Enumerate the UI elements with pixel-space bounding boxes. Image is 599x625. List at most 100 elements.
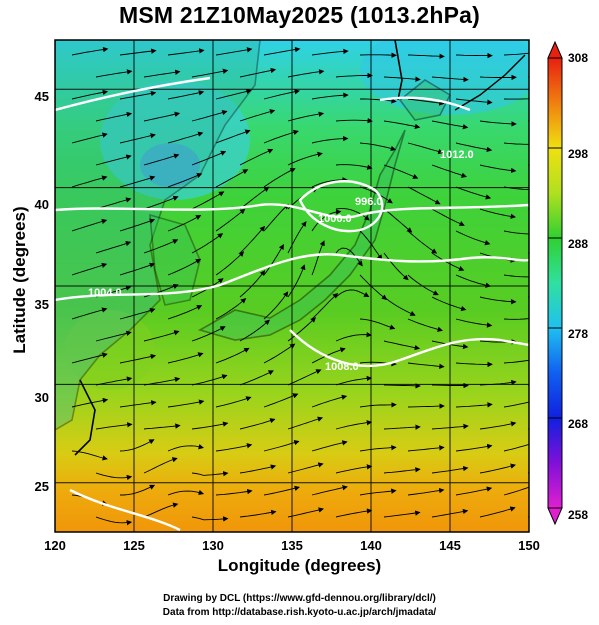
streamline	[71, 450, 108, 461]
streamline	[239, 370, 274, 386]
streamline	[407, 53, 445, 59]
streamline	[383, 252, 409, 281]
streamline	[455, 274, 491, 288]
streamline	[311, 394, 348, 408]
contour-label: 1000.0	[318, 213, 352, 225]
isobar-northeast	[379, 96, 471, 112]
streamline	[167, 444, 204, 452]
streamline	[383, 510, 421, 518]
x-tick-label: 120	[44, 538, 66, 553]
streamline	[335, 208, 370, 221]
streamline	[167, 489, 205, 496]
streamline	[167, 399, 205, 408]
colorbar-max-arrow	[547, 40, 563, 59]
streamline	[455, 318, 493, 328]
streamline	[455, 52, 493, 59]
streamline	[215, 298, 247, 320]
streamline	[191, 110, 228, 122]
streamline	[335, 117, 373, 124]
contour-label: 996.0	[355, 196, 383, 208]
contour-label: 1004.0	[88, 287, 122, 299]
streamline	[335, 247, 363, 267]
streamline	[407, 445, 445, 452]
streamline	[431, 423, 469, 430]
korea-peninsula	[149, 213, 201, 306]
streamline	[191, 150, 227, 166]
streamline	[167, 48, 205, 56]
streamline	[143, 457, 178, 474]
plot-frame	[54, 39, 530, 533]
streamline	[503, 274, 529, 278]
streamline	[431, 296, 467, 312]
streamline	[167, 90, 205, 100]
streamline	[311, 485, 348, 496]
streamline	[431, 465, 469, 474]
isobar-low	[298, 180, 384, 233]
streamline	[479, 164, 517, 174]
streamline	[431, 164, 467, 178]
streamline	[311, 177, 348, 188]
streamline	[359, 230, 383, 261]
streamline	[215, 88, 252, 100]
streamline	[143, 376, 181, 386]
streamline	[239, 270, 266, 298]
streamline	[143, 330, 180, 342]
credit-drawing: Drawing by DCL (https://www.gfd-dennou.o…	[163, 593, 436, 604]
streamline	[311, 347, 346, 364]
pressure-contours	[55, 76, 529, 532]
streamline	[383, 340, 421, 351]
streamline	[479, 208, 516, 220]
streamline	[455, 361, 493, 368]
streamline	[215, 251, 245, 276]
streamline	[287, 69, 325, 78]
streamline	[383, 467, 421, 474]
x-tick-label: 125	[123, 538, 145, 553]
streamline	[311, 240, 325, 276]
streamline	[71, 89, 109, 100]
streamline	[95, 111, 133, 122]
contour-label: 1008.0	[325, 361, 359, 373]
streamline	[263, 46, 301, 56]
streamline	[239, 464, 277, 474]
streamline	[311, 48, 349, 56]
colorbar-body	[547, 57, 563, 509]
streamline	[431, 382, 469, 389]
streamline	[95, 422, 133, 430]
streamline	[71, 46, 109, 56]
streamline	[455, 98, 493, 105]
streamline	[479, 463, 516, 474]
streamline	[407, 274, 439, 296]
colorbar-tick-label: 308	[568, 51, 588, 65]
streamline	[479, 296, 517, 305]
streamline	[503, 318, 529, 320]
streamline	[239, 148, 274, 166]
streamline	[287, 317, 317, 342]
streamline	[479, 74, 517, 81]
streamline	[503, 359, 529, 364]
streamline	[287, 221, 307, 254]
streamline	[407, 318, 443, 332]
streamline	[407, 186, 441, 205]
streamline	[359, 444, 397, 452]
streamline	[95, 516, 133, 526]
streamline	[71, 397, 109, 408]
streamline	[431, 120, 469, 130]
streamline	[143, 111, 181, 122]
streamline	[95, 240, 132, 254]
streamline	[119, 90, 157, 100]
x-tick-label: 130	[202, 538, 224, 553]
streamline	[239, 418, 276, 430]
streamline	[167, 172, 203, 188]
x-tick-label: 145	[439, 538, 461, 553]
streamline	[143, 239, 179, 254]
streamline	[311, 440, 348, 452]
streamline	[191, 421, 229, 430]
streamline	[239, 225, 266, 254]
warm-patch	[65, 310, 155, 390]
y-axis-label: Latitude (degrees)	[10, 206, 29, 354]
streamline	[239, 186, 270, 210]
streamline	[191, 374, 228, 386]
streamline	[311, 292, 339, 320]
isobar-1012	[289, 329, 529, 368]
